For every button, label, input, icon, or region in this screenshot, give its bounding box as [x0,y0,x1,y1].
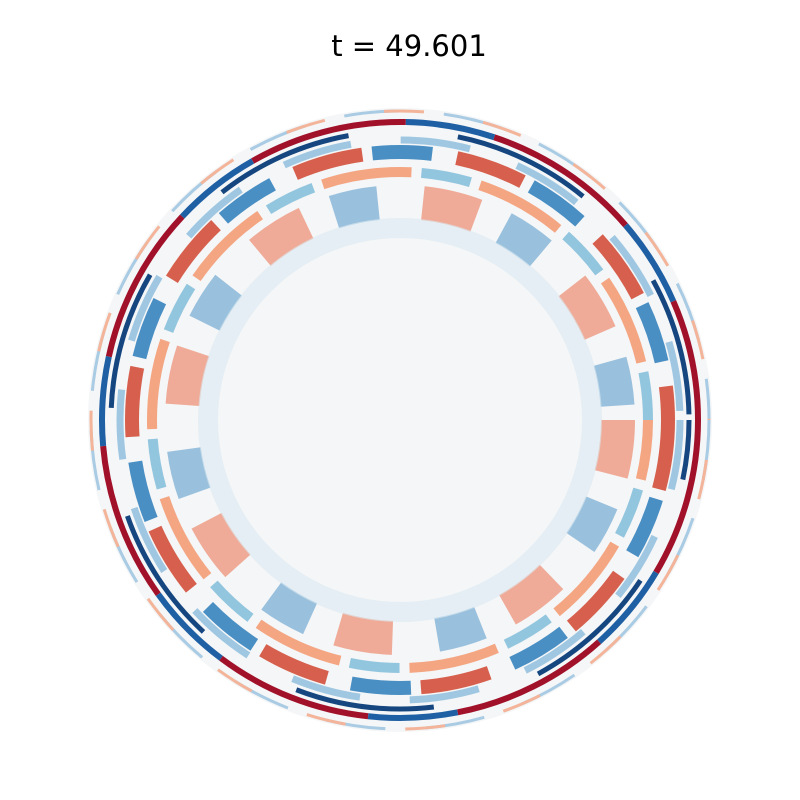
inner-band [147,167,653,673]
plot-title: t = 49.601 [331,29,487,63]
mid-band [125,145,675,695]
inner-blobs [165,185,635,655]
mid-band [125,145,675,695]
outer-band [108,128,692,712]
field-disc [88,108,712,732]
mid-band [116,136,684,704]
outer-band [99,119,701,721]
edge-ring [89,109,711,731]
inner-halo [198,218,602,622]
disc-background [88,108,712,732]
outer-band [99,119,701,721]
